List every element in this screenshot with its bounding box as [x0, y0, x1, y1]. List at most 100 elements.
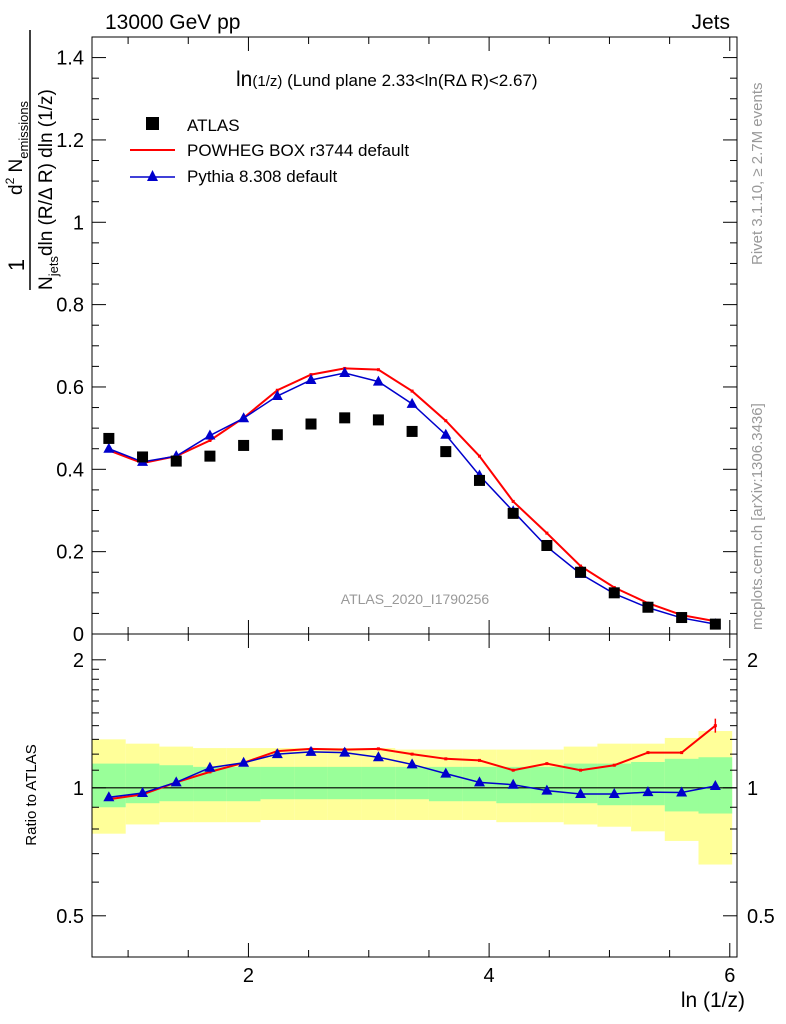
- powheg-point: [511, 499, 515, 503]
- atlas-data-point: [271, 429, 283, 441]
- main-y-tick-label: 0.8: [56, 295, 84, 317]
- analysis-watermark: ATLAS_2020_I1790256: [341, 591, 490, 607]
- atlas-data-point: [238, 439, 250, 451]
- x-tick-label: 2: [243, 965, 254, 987]
- atlas-data-point: [440, 446, 452, 458]
- band-inner-bin: [125, 763, 160, 804]
- main-y-tick-label: 0.2: [56, 542, 84, 564]
- main-y-tick-label: 1: [73, 212, 84, 234]
- ratio-y-tick-label: 2: [73, 650, 84, 672]
- main-y-tick-label: 0: [73, 624, 84, 646]
- atlas-data-point: [507, 507, 519, 519]
- ratio-y-tick-label: 1: [73, 778, 84, 800]
- powheg-ratio-point: [612, 763, 616, 767]
- main-y-tick-label: 0.4: [56, 459, 84, 481]
- powheg-point: [208, 438, 212, 442]
- y-axis-label: 1 d2 Nemissions Njetsdln (R/Δ R) dln (1/…: [3, 30, 61, 290]
- pythia-ratio-point: [709, 779, 721, 790]
- atlas-data-point: [709, 618, 721, 630]
- band-inner-bin: [395, 766, 429, 800]
- pythia-ratio-point: [238, 756, 250, 767]
- pythia-ratio-point: [204, 761, 216, 772]
- band-inner-bin: [260, 766, 295, 800]
- powheg-ratio-point: [646, 751, 650, 755]
- pythia-ratio-point: [406, 758, 418, 769]
- band-inner-bin: [597, 763, 632, 806]
- pythia-point: [103, 442, 115, 453]
- legend-powheg-label: POWHEG BOX r3744 default: [187, 141, 409, 160]
- ratio-y-tick-label-right: 0.5: [747, 906, 775, 928]
- main-panel-series: [103, 366, 721, 630]
- pythia-point: [372, 375, 384, 386]
- powheg-ratio-point: [477, 758, 481, 762]
- pythia-ratio-point: [473, 776, 485, 787]
- legend-atlas-label: ATLAS: [187, 116, 240, 135]
- band-inner-bin: [361, 766, 396, 800]
- band-inner-bin: [294, 766, 328, 800]
- atlas-data-point: [406, 425, 418, 437]
- pythia-ratio-point: [676, 786, 688, 797]
- pythia-ratio-point: [642, 786, 654, 797]
- powheg-ratio-point: [376, 747, 380, 751]
- band-inner-bin: [631, 761, 665, 806]
- y-label-denominator: Njetsdln (R/Δ R) dln (1/z): [36, 89, 61, 290]
- ratio-panel-series: [103, 718, 721, 802]
- powheg-point: [477, 454, 481, 458]
- legend: ATLAS POWHEG BOX r3744 default Pythia 8.…: [130, 116, 409, 186]
- atlas-data-point: [676, 612, 688, 624]
- pythia-point: [440, 428, 452, 439]
- pythia-point: [406, 397, 418, 408]
- header-jets-label: Jets: [691, 11, 730, 34]
- atlas-data-point: [103, 432, 115, 444]
- pythia-ratio-point: [271, 748, 283, 759]
- powheg-point: [376, 368, 380, 372]
- powheg-ratio-point: [410, 752, 414, 756]
- atlas-data-point: [339, 412, 351, 424]
- pythia-point: [339, 366, 351, 377]
- pythia-ratio-point: [608, 787, 620, 798]
- powheg-ratio-point: [208, 770, 212, 774]
- pythia-ratio-point: [339, 746, 351, 757]
- band-inner-bin: [327, 766, 362, 800]
- pythia-ratio-point: [440, 767, 452, 778]
- rivet-label: Rivet 3.1.10, ≥ 2.7M events: [749, 83, 766, 266]
- mcplots-label: mcplots.cern.ch [arXiv:1306.3436]: [749, 403, 766, 630]
- pythia-ratio-point: [305, 745, 317, 756]
- pythia-ratio-point: [507, 778, 519, 789]
- powheg-ratio-point: [444, 757, 448, 761]
- pythia-line: [108, 372, 716, 625]
- legend-atlas-marker: [146, 117, 159, 130]
- powheg-point: [410, 389, 414, 393]
- powheg-point: [579, 564, 583, 568]
- pythia-point: [238, 412, 250, 423]
- plot-title-sub: (1/z): [252, 73, 282, 90]
- atlas-data-point: [305, 418, 317, 430]
- powheg-ratio-point: [511, 768, 515, 772]
- x-tick-label: 6: [724, 965, 735, 987]
- pythia-ratio-point: [575, 787, 587, 798]
- y-label-numerator: d2 Nemissions: [3, 100, 31, 195]
- atlas-data-point: [204, 450, 216, 462]
- atlas-data-point: [473, 474, 485, 486]
- pythia-point: [305, 373, 317, 384]
- legend-pythia-marker: [147, 170, 158, 181]
- ratio-y-tick-label-right: 1: [747, 778, 758, 800]
- ratio-y-tick-label-right: 2: [747, 650, 758, 672]
- plot-title: ln(1/z) (Lund plane 2.33<ln(RΔ R)<2.67): [236, 68, 538, 91]
- atlas-data-point: [372, 414, 384, 426]
- atlas-data-point: [608, 587, 620, 599]
- powheg-ratio-point: [579, 768, 583, 772]
- x-axis-label: ln (1/z): [681, 989, 745, 1012]
- powheg-ratio-point: [680, 751, 684, 755]
- uncertainty-bands: [92, 731, 737, 865]
- y-label-one: 1: [4, 259, 29, 271]
- pythia-ratio-point: [103, 791, 115, 802]
- pythia-ratio-point: [137, 787, 149, 798]
- pythia-ratio-point: [372, 751, 384, 762]
- header-energy-label: 13000 GeV pp: [105, 11, 240, 34]
- atlas-data-point: [137, 451, 149, 463]
- atlas-data-point: [170, 455, 182, 467]
- axis-ticks: 0 0.2 0.4 0.6 0.8 1 1.2 1.4 2 4 6 0.5 0.5 1 1 2 2: [56, 36, 775, 987]
- ratio-panel-frame: [91, 633, 738, 958]
